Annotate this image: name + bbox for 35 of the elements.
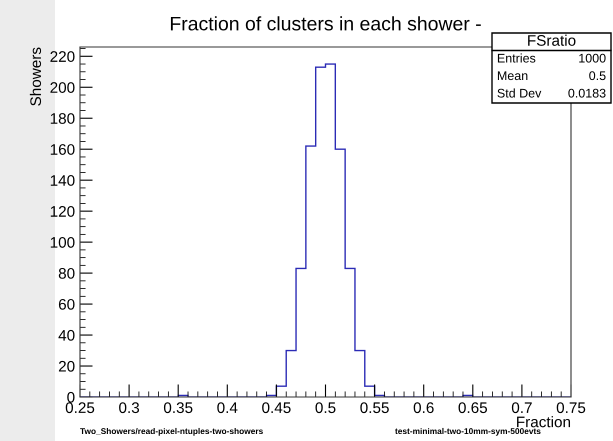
x-tick-label: 0.6	[414, 402, 434, 414]
y-tick-label: 180	[50, 113, 75, 124]
y-tick-label: 80	[58, 268, 75, 279]
x-tick-label: 0.3	[119, 402, 140, 414]
y-tick-label: 0	[67, 392, 75, 403]
annotation: Mean	[498, 71, 528, 80]
x-tick-label: 0.25	[66, 402, 94, 414]
y-tick-label: 40	[58, 330, 75, 341]
y-tick-label: 20	[58, 360, 75, 372]
annotation: Entries	[498, 53, 536, 63]
y-tick-label: 160	[50, 144, 75, 155]
text: 1000	[579, 54, 606, 63]
y-tick-label: 220	[50, 51, 75, 62]
x-tick-label: 0.45	[262, 402, 291, 414]
y-tick-label: 100	[50, 237, 75, 248]
x-tick-label: 0.75	[556, 402, 586, 414]
x-tick-label: 0.35	[164, 402, 192, 414]
x-axis-title: Fraction	[517, 416, 570, 428]
text: Two_Showers/read-pixel-ntuples-two-showers	[80, 428, 263, 436]
x-tick-label: 0.7	[512, 402, 532, 414]
annotation: 0.0183	[568, 88, 606, 98]
x-tick-label: 0.65	[458, 402, 488, 414]
text: test-minimal-two-10mm-sym-500evts	[395, 428, 541, 436]
y-axis-title: Showers	[30, 48, 42, 106]
y-tick-label: 140	[50, 175, 75, 186]
text: 0.5	[589, 71, 606, 80]
x-tick-label: 0.55	[360, 402, 389, 414]
x-tick-label: 0.5	[315, 402, 336, 414]
x-tick-label: 0.4	[217, 402, 238, 414]
annotation: Std Dev	[497, 88, 542, 98]
y-tick-label: 200	[50, 82, 75, 93]
y-tick-label: 120	[50, 206, 75, 217]
text: FSratio	[528, 34, 576, 46]
y-tick-label: 60	[58, 298, 75, 310]
chart-title: Fraction of clusters in each shower -	[170, 16, 481, 31]
